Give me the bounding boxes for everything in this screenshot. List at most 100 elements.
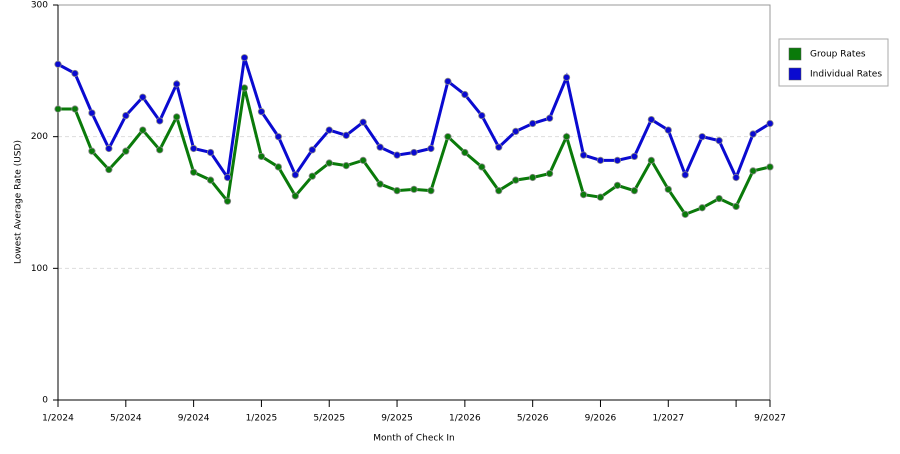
data-point [546,114,554,122]
data-point [325,159,333,167]
x-tick-label: 1/2024 [42,414,74,424]
x-tick-label: 1/2027 [652,414,684,424]
data-point [190,168,198,176]
legend-label: Individual Rates [810,70,882,80]
data-point [732,202,740,211]
x-tick-label: 9/2024 [178,414,210,424]
data-point [342,162,350,170]
data-point [54,60,62,68]
data-point [461,90,469,99]
legend-label: Group Rates [810,50,866,60]
data-point [71,105,79,113]
data-point [647,115,655,124]
data-point [461,148,469,157]
data-point [562,133,571,141]
data-point [376,180,384,188]
data-point [139,93,147,101]
y-tick-label: 300 [31,1,48,11]
data-point [529,119,537,128]
data-point [342,131,350,139]
data-point [630,152,638,161]
x-tick-label: 9/2026 [585,414,617,424]
data-point [393,187,401,195]
data-point [749,130,757,138]
data-point [393,151,401,159]
data-point [376,143,384,151]
data-point [596,193,605,201]
y-tick-label: 100 [31,264,48,274]
data-point [495,143,503,151]
data-point [325,126,333,134]
data-point [410,148,418,157]
data-point [478,112,486,120]
data-point [749,167,757,175]
x-tick-label: 1/2025 [246,414,278,424]
data-point [359,118,367,126]
data-point [596,156,605,164]
y-tick-label: 0 [42,396,48,406]
data-point [105,165,113,174]
data-point [173,113,181,121]
x-axis-title: Month of Check In [373,434,455,444]
data-point [308,172,316,180]
data-point [308,146,316,154]
y-axis-title: Lowest Average Rate (USD) [14,140,24,264]
data-point [512,127,520,135]
data-point [223,197,232,205]
data-point [681,210,689,218]
x-tick-label: 5/2025 [313,414,345,424]
data-point [732,173,740,182]
data-point [613,156,622,164]
x-tick-label: 9/2027 [754,414,786,424]
x-tick-label: 5/2026 [517,414,549,424]
x-tick-label: 5/2024 [110,414,142,424]
data-point [139,126,147,134]
data-point [122,147,130,155]
data-point [274,133,282,141]
data-point [715,137,723,145]
data-point [257,108,266,116]
data-point [562,73,571,82]
data-point [257,152,266,161]
data-point [359,156,367,164]
data-point [156,146,164,154]
data-point [427,144,435,153]
data-point [647,156,655,164]
data-point [613,181,622,189]
data-point [579,151,588,159]
data-point [105,144,113,153]
data-point [291,171,299,179]
data-point [664,185,672,193]
data-point [71,69,79,78]
x-tick-label: 1/2026 [449,414,481,424]
data-point [190,144,198,153]
data-point [681,171,689,179]
data-point [715,194,723,203]
data-point [240,54,249,62]
legend-swatch [788,47,802,61]
data-point [766,163,774,171]
data-point [88,109,96,117]
data-point [444,133,452,141]
data-point [444,77,452,85]
data-point [122,112,130,120]
data-point [206,176,215,184]
data-point [223,173,232,182]
data-point [88,147,96,155]
data-point [173,80,181,88]
y-tick-label: 200 [31,132,48,142]
data-point [698,133,706,141]
data-point [478,163,486,171]
data-point [630,187,638,195]
data-point [427,187,435,195]
data-point [766,119,774,128]
data-point [274,163,282,171]
data-point [240,84,249,92]
data-point [410,185,418,193]
data-point [156,117,164,125]
data-point [54,105,62,113]
data-point [206,148,215,157]
data-point [698,204,706,212]
